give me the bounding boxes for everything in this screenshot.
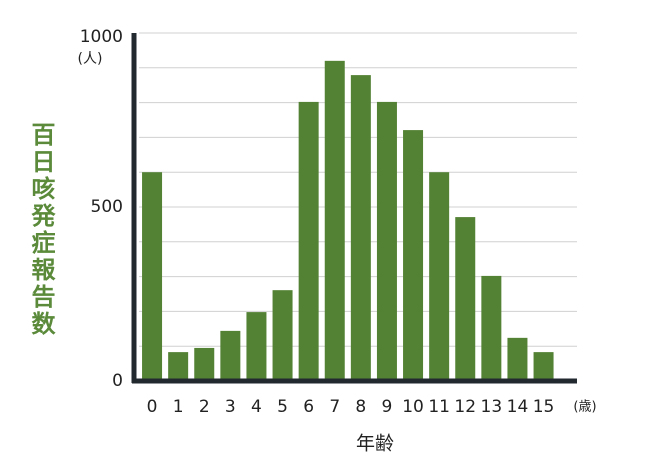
x-tick-label: 7 bbox=[329, 397, 340, 417]
x-tick-label: 2 bbox=[199, 397, 210, 417]
x-tick-label: 14 bbox=[507, 397, 529, 417]
x-tick-label: 11 bbox=[428, 397, 450, 417]
bar bbox=[220, 330, 241, 381]
bar bbox=[376, 101, 397, 382]
bar bbox=[298, 101, 319, 382]
bar bbox=[533, 352, 554, 381]
bar bbox=[403, 130, 424, 381]
x-tick-label: 6 bbox=[303, 397, 314, 417]
x-tick-label: 8 bbox=[355, 397, 366, 417]
y-tick-label: 1000 bbox=[80, 27, 123, 47]
x-tick-label: 9 bbox=[382, 397, 393, 417]
bar bbox=[194, 347, 215, 381]
x-tick-label: 4 bbox=[251, 397, 262, 417]
x-tick-label: 0 bbox=[147, 397, 158, 417]
bar bbox=[168, 352, 189, 381]
y-tick-label: 500 bbox=[91, 197, 123, 217]
bar bbox=[429, 172, 450, 381]
x-axis-label: 年齢 bbox=[356, 433, 394, 455]
bar bbox=[350, 75, 371, 381]
x-tick-label: 1 bbox=[173, 397, 184, 417]
bar bbox=[324, 60, 345, 382]
x-unit: (歳) bbox=[573, 400, 596, 415]
x-tick-label: 12 bbox=[454, 397, 476, 417]
bar bbox=[455, 217, 476, 381]
x-tick-label: 13 bbox=[481, 397, 503, 417]
bar bbox=[272, 290, 293, 381]
x-tick-label: 10 bbox=[402, 397, 424, 417]
y-axis-label: 百日咳発症報告数 bbox=[27, 122, 56, 338]
y-tick-label: 0 bbox=[112, 371, 123, 391]
y-unit: (人) bbox=[78, 51, 103, 67]
x-tick-label: 3 bbox=[225, 397, 236, 417]
bar bbox=[481, 275, 502, 381]
x-tick-label: 15 bbox=[533, 397, 555, 417]
bar bbox=[142, 172, 163, 381]
bar bbox=[507, 337, 528, 381]
x-tick-label: 5 bbox=[277, 397, 288, 417]
bar bbox=[246, 312, 267, 381]
